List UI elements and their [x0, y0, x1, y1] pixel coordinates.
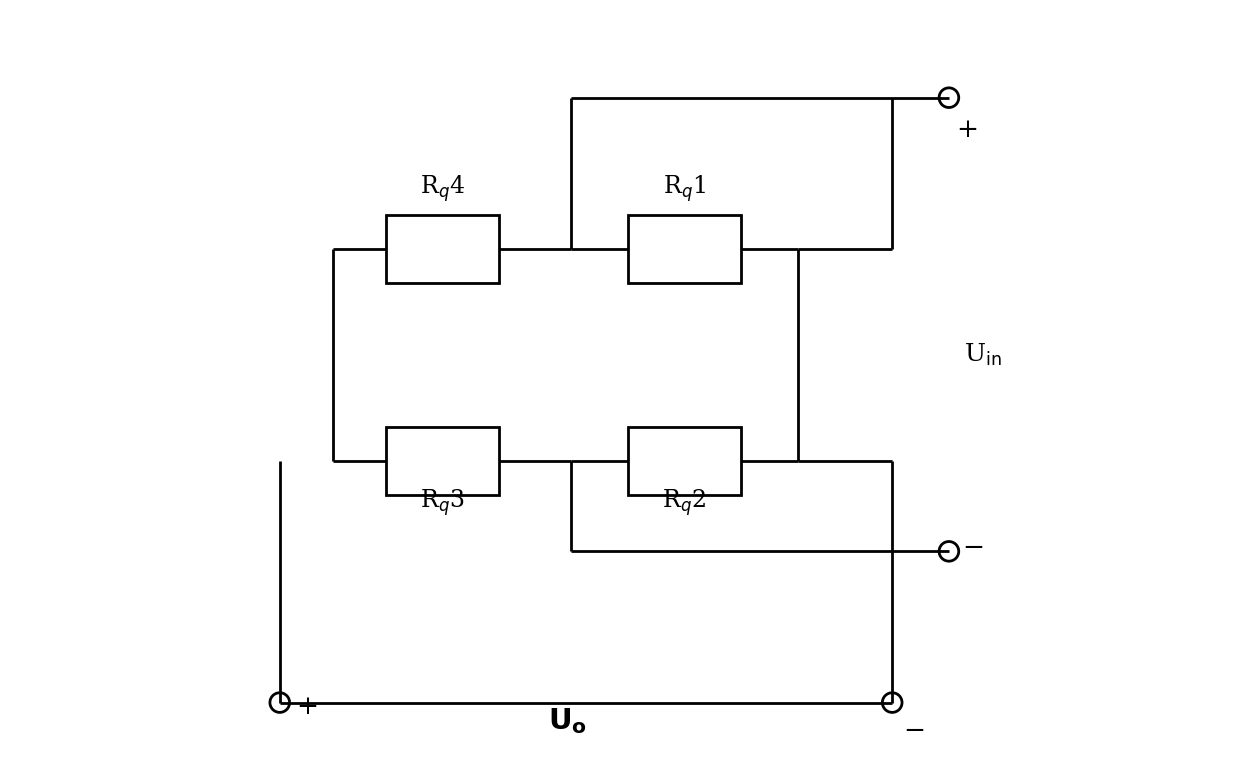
Text: +: + — [956, 116, 978, 142]
Text: R$_q$2: R$_q$2 — [662, 487, 707, 517]
Bar — [386, 215, 498, 283]
Text: R$_q$3: R$_q$3 — [420, 487, 465, 517]
Text: −: − — [962, 535, 985, 560]
Text: R$_q$4: R$_q$4 — [420, 173, 465, 204]
Text: −: − — [904, 718, 926, 743]
Bar — [627, 215, 742, 283]
Text: U$_{\rm in}$: U$_{\rm in}$ — [963, 342, 1002, 368]
Bar — [386, 427, 498, 494]
Bar — [627, 427, 742, 494]
Text: R$_q$1: R$_q$1 — [662, 173, 706, 204]
Text: +: + — [296, 694, 319, 719]
Text: $\mathbf{U_o}$: $\mathbf{U_o}$ — [548, 707, 587, 736]
